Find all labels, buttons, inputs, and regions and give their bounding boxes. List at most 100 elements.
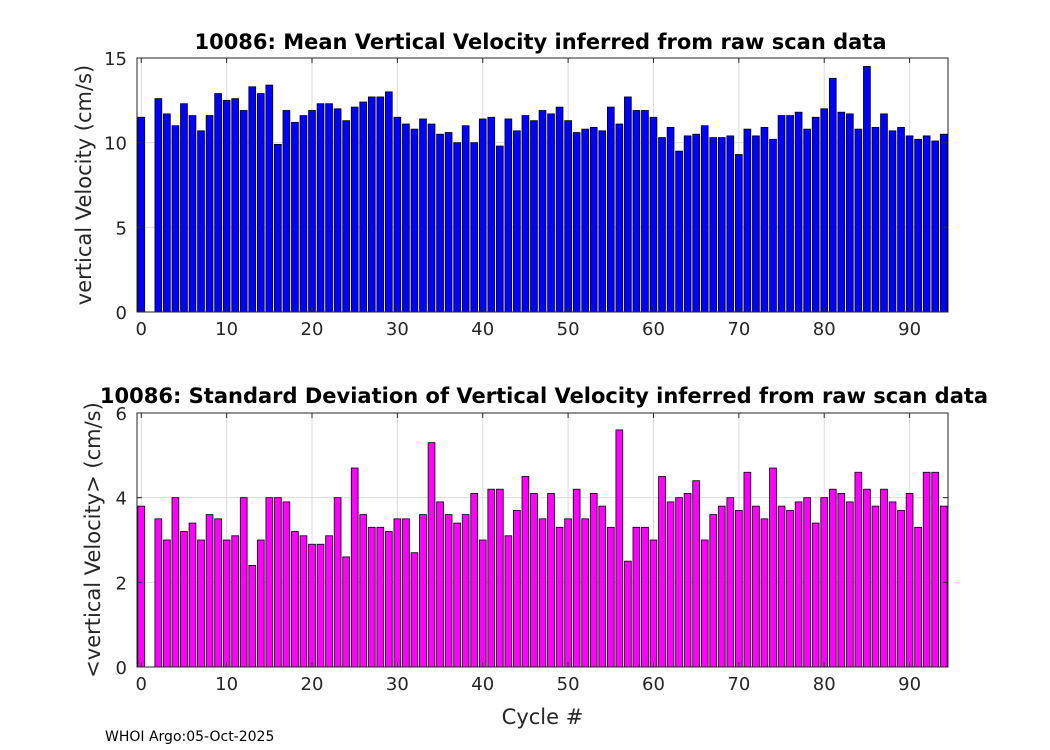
bar-cycle-41	[487, 116, 496, 313]
bar-cycle-18	[291, 121, 299, 313]
bar-cycle-15	[265, 84, 274, 313]
bar-cycle-17	[282, 501, 291, 668]
bar-cycle-54	[598, 130, 607, 313]
x-tick-label: 40	[471, 319, 494, 340]
bar-cycle-83	[846, 501, 854, 668]
bar-cycle-6	[188, 522, 197, 668]
bar-cycle-86	[871, 505, 880, 668]
y-axis-label: <vertical Velocity> (cm/s)	[81, 402, 105, 678]
x-tick-label: 70	[727, 674, 750, 695]
bar-cycle-34	[427, 123, 436, 313]
bar-cycle-37	[453, 142, 461, 313]
bar-cycle-69	[726, 135, 735, 313]
bar-cycle-4	[171, 125, 180, 313]
bar-cycle-21	[316, 543, 325, 668]
bar-cycle-31	[402, 123, 410, 313]
bar-cycle-66	[700, 125, 709, 313]
bar-cycle-30	[393, 116, 402, 313]
bar-cycle-84	[854, 471, 863, 668]
bar-cycle-26	[359, 514, 368, 668]
bar-cycle-24	[342, 556, 350, 668]
chart-title: 10086: Standard Deviation of Vertical Ve…	[100, 384, 988, 408]
bar-cycle-17	[282, 110, 291, 313]
bar-cycle-6	[188, 115, 197, 313]
bar-cycle-10	[222, 539, 231, 668]
bar-cycle-49	[555, 526, 564, 668]
bar-cycle-42	[495, 145, 504, 313]
bar-cycle-48	[547, 113, 555, 313]
bar-cycle-50	[564, 518, 572, 668]
bar-cycle-60	[649, 539, 658, 668]
bar-cycle-16	[274, 497, 282, 668]
bar-cycle-9	[214, 93, 222, 313]
x-tick-label: 90	[898, 674, 921, 695]
bar-cycle-85	[863, 66, 871, 313]
x-tick-label: 40	[471, 674, 494, 695]
bar-cycle-70	[735, 509, 743, 668]
bar-cycle-5	[180, 103, 188, 313]
y-tick-label: 5	[116, 218, 127, 239]
bar-cycle-33	[419, 118, 427, 313]
bar-cycle-43	[504, 118, 513, 313]
x-tick-label: 10	[215, 674, 238, 695]
bar-cycle-56	[615, 123, 624, 313]
bar-cycle-46	[530, 493, 538, 668]
bar-cycle-73	[760, 518, 769, 668]
bar-cycle-54	[598, 505, 607, 668]
bar-cycle-81	[828, 488, 837, 668]
bar-cycle-90	[905, 493, 914, 668]
x-tick-label: 0	[136, 674, 147, 695]
bar-cycle-0	[137, 505, 146, 668]
bar-cycle-16	[274, 143, 282, 313]
bar-cycle-43	[504, 535, 513, 668]
bar-cycle-61	[658, 476, 666, 668]
bar-cycle-76	[786, 509, 794, 668]
bar-cycle-75	[777, 115, 786, 313]
bar-cycle-59	[641, 110, 649, 313]
bar-cycle-10	[222, 99, 231, 313]
bar-cycle-68	[717, 505, 726, 668]
bar-cycle-44	[513, 130, 521, 313]
bar-cycle-93	[931, 471, 940, 668]
bar-cycle-67	[709, 514, 718, 668]
bar-cycle-15	[265, 497, 274, 668]
bar-cycle-62	[666, 501, 675, 668]
axes-frame	[136, 412, 949, 668]
bar-cycle-79	[811, 522, 820, 668]
bar-cycle-37	[453, 522, 461, 668]
bar-cycle-78	[803, 128, 811, 313]
bar-cycle-85	[863, 488, 871, 668]
bar-cycle-29	[385, 91, 393, 313]
tick-marks: 0 10 20 30 40 50 60 70 80 90 0 5 10 15	[104, 49, 948, 340]
bar-cycle-42	[495, 488, 504, 668]
bar-cycle-52	[581, 128, 590, 313]
bar-cycle-82	[837, 111, 846, 313]
bar-series	[137, 429, 948, 668]
bar-cycle-64	[683, 135, 692, 313]
bar-cycle-47	[538, 110, 547, 313]
bar-cycle-67	[709, 137, 718, 313]
bar-cycle-63	[675, 150, 683, 313]
bar-cycle-70	[735, 154, 743, 313]
bar-series	[137, 66, 948, 313]
bar-cycle-53	[589, 127, 598, 313]
bar-cycle-88	[888, 130, 897, 313]
bar-cycle-47	[538, 518, 547, 668]
bar-cycle-30	[393, 518, 402, 668]
bar-cycle-46	[530, 120, 538, 313]
bar-cycle-2	[154, 518, 163, 668]
bar-cycle-34	[427, 442, 436, 668]
x-tick-label: 50	[557, 319, 580, 340]
bar-cycle-73	[760, 127, 769, 313]
x-tick-label: 80	[813, 674, 836, 695]
x-tick-label: 10	[215, 319, 238, 340]
bar-cycle-92	[922, 471, 931, 668]
bar-cycle-65	[692, 133, 700, 313]
bar-cycle-55	[606, 526, 615, 668]
x-tick-label: 30	[386, 674, 409, 695]
bar-cycle-12	[239, 497, 248, 668]
bar-cycle-59	[641, 526, 649, 668]
bar-cycle-29	[385, 531, 393, 668]
bar-cycle-3	[163, 539, 171, 668]
x-tick-label: 50	[557, 674, 580, 695]
